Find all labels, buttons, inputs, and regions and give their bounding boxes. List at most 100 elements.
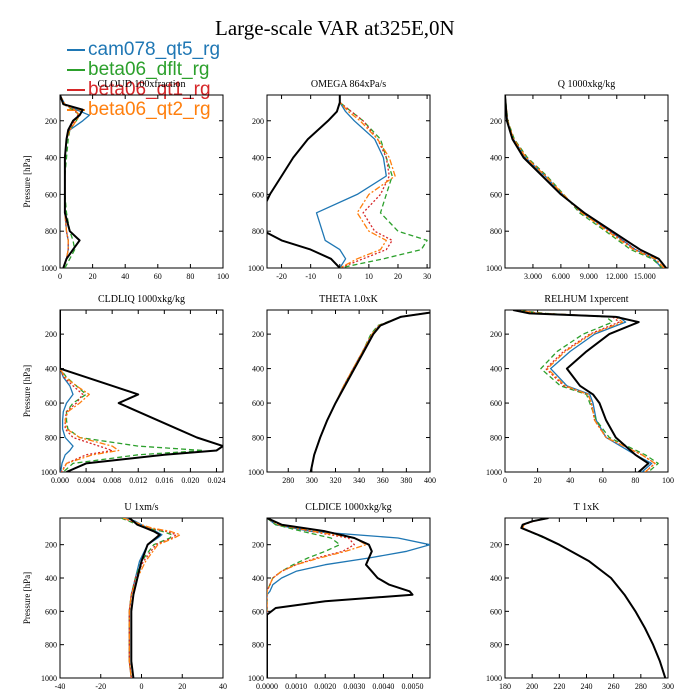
y-tick-label: 800	[490, 641, 502, 650]
x-tick-label: 0.000	[51, 476, 69, 485]
y-tick-label: 800	[252, 227, 264, 236]
x-tick-label: 15.000	[634, 272, 656, 281]
series-line-beta06_qt1_rg	[60, 310, 113, 472]
y-tick-label: 200	[252, 541, 264, 550]
panel-title: CLDICE 1000xkg/kg	[305, 502, 391, 513]
y-tick-label: 800	[252, 641, 264, 650]
panel-title: OMEGA 864xPa/s	[311, 79, 386, 90]
panel-title: T 1xK	[574, 502, 600, 513]
series-line-beta06_qt2_rg	[522, 518, 666, 678]
x-tick-label: 100	[217, 272, 229, 281]
series-line-obs	[505, 95, 667, 268]
y-tick-label: 400	[490, 574, 502, 583]
y-tick-label: 1000	[486, 674, 502, 683]
y-tick-label: 800	[45, 227, 57, 236]
y-tick-label: 200	[490, 117, 502, 126]
y-tick-label: 1000	[486, 264, 502, 273]
series-line-beta06_dflt_rg	[60, 310, 205, 472]
series-line-obs	[267, 518, 414, 678]
y-tick-label: 400	[252, 574, 264, 583]
series-line-cam078_qt5_rg	[505, 95, 663, 268]
y-tick-label: 200	[252, 330, 264, 339]
x-tick-label: 0.004	[77, 476, 95, 485]
legend-label: beta06_qt2_rg	[88, 99, 211, 120]
x-tick-label: 0.0000	[256, 682, 278, 691]
series-line-obs	[267, 95, 341, 268]
x-tick-label: 380	[400, 476, 412, 485]
y-tick-label: 800	[45, 641, 57, 650]
series-line-beta06_dflt_rg	[520, 518, 666, 678]
legend-entry: beta06_qt1_rg	[67, 80, 211, 99]
legend-swatch	[67, 48, 85, 51]
series-line-beta06_qt2_rg	[505, 95, 665, 268]
x-tick-label: 80	[186, 272, 194, 281]
y-tick-label: 400	[490, 365, 502, 374]
series-line-obs	[128, 518, 161, 678]
panel-title: U 1xm/s	[124, 502, 158, 513]
x-tick-label: 0.0020	[314, 682, 336, 691]
series-line-beta06_qt2_rg	[122, 518, 181, 678]
y-tick-label: 1000	[41, 674, 57, 683]
figure-title: Large-scale VAR at325E,0N	[215, 16, 455, 40]
y-tick-label: 400	[252, 154, 264, 163]
x-tick-label: 20	[89, 272, 97, 281]
y-tick-label: 400	[45, 365, 57, 374]
panel-title: RELHUM 1xpercent	[544, 294, 628, 305]
x-tick-label: 220	[553, 682, 565, 691]
x-tick-label: -40	[55, 682, 66, 691]
series-line-beta06_dflt_rg	[310, 311, 429, 472]
x-tick-label: 280	[282, 476, 294, 485]
x-tick-label: 400	[424, 476, 436, 485]
panel-title: THETA 1.0xK	[319, 294, 378, 305]
x-tick-label: 260	[608, 682, 620, 691]
x-tick-label: 20	[178, 682, 186, 691]
panel-5: THETA 1.0xK 200 400 600 800 1000 280 300 320 340 3…	[248, 294, 436, 485]
y-tick-label: 1000	[41, 468, 57, 477]
y-tick-label: 200	[45, 541, 57, 550]
x-tick-label: 0.008	[103, 476, 121, 485]
x-tick-label: 0.020	[181, 476, 199, 485]
plot-frame	[504, 94, 669, 269]
x-tick-label: 340	[353, 476, 365, 485]
x-tick-label: 0.012	[129, 476, 147, 485]
series-line-cam078_qt5_rg	[267, 518, 430, 678]
y-tick-label: 600	[45, 190, 57, 199]
plot-frame	[59, 517, 224, 679]
x-tick-label: 60	[154, 272, 162, 281]
y-tick-label: 800	[252, 434, 264, 443]
x-tick-label: 0	[338, 272, 342, 281]
series-line-beta06_qt1_rg	[267, 518, 355, 678]
x-tick-label: -20	[276, 272, 287, 281]
x-tick-label: 30	[423, 272, 431, 281]
x-tick-label: 280	[635, 682, 647, 691]
series-line-cam078_qt5_rg	[522, 518, 666, 678]
y-tick-label: 600	[490, 190, 502, 199]
series-line-obs	[512, 310, 650, 472]
x-tick-label: 3.000	[524, 272, 542, 281]
y-tick-label: 400	[252, 365, 264, 374]
series-line-beta06_dflt_rg	[267, 518, 341, 678]
x-tick-label: 20	[394, 272, 402, 281]
plot-frame	[266, 309, 431, 473]
y-tick-label: 800	[45, 434, 57, 443]
legend-label: beta06_qt1_rg	[88, 79, 211, 100]
series-line-beta06_dflt_rg	[513, 310, 659, 472]
panel-title: Q 1000xkg/kg	[558, 79, 616, 90]
y-tick-label: 400	[45, 574, 57, 583]
x-tick-label: 40	[219, 682, 227, 691]
series-line-obs	[520, 518, 667, 678]
y-tick-label: 200	[490, 541, 502, 550]
y-axis-label: Pressure [hPa]	[22, 572, 32, 624]
y-axis-label: Pressure [hPa]	[22, 365, 32, 417]
x-tick-label: 9.000	[580, 272, 598, 281]
plot-frame	[266, 94, 431, 269]
y-tick-label: 600	[252, 607, 264, 616]
panel-2: OMEGA 864xPa/s 200 400 600 800 1000 -20 -10 0 10 2…	[248, 79, 431, 281]
y-tick-label: 200	[490, 330, 502, 339]
series-line-obs	[309, 311, 430, 472]
y-tick-label: 600	[490, 607, 502, 616]
